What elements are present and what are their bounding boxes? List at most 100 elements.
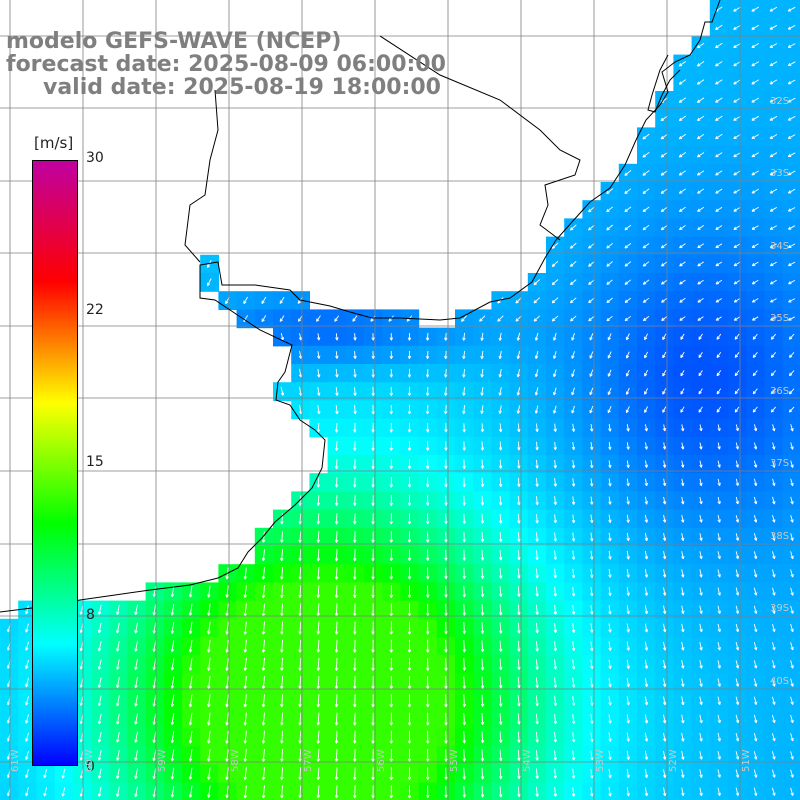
wind-arrow xyxy=(625,369,630,377)
wind-arrow xyxy=(790,551,794,560)
wind-arrow xyxy=(752,316,759,321)
colorbar-unit: [m/s] xyxy=(34,134,74,152)
wind-arrow xyxy=(533,279,541,286)
field-cell xyxy=(782,764,800,784)
wind-arrow xyxy=(626,496,630,505)
wind-arrow xyxy=(751,243,759,249)
wind-arrow xyxy=(772,623,776,633)
wind-arrow xyxy=(697,261,704,267)
wind-arrow xyxy=(498,423,503,433)
wind-arrow xyxy=(534,405,539,414)
wind-arrow xyxy=(662,569,667,578)
wind-arrow xyxy=(535,550,539,561)
wind-arrow xyxy=(715,115,723,121)
wind-arrow xyxy=(772,533,776,541)
wind-arrow xyxy=(298,621,302,635)
wind-arrow xyxy=(426,513,430,525)
wind-arrow xyxy=(407,423,412,433)
field-cell xyxy=(782,418,800,438)
wind-arrow xyxy=(734,388,740,395)
wind-arrow xyxy=(607,369,612,377)
wind-arrow xyxy=(733,152,741,158)
wind-arrow xyxy=(371,368,375,378)
wind-arrow xyxy=(660,170,668,176)
wind-arrow xyxy=(733,115,741,121)
wind-arrow xyxy=(790,623,794,633)
wind-arrow xyxy=(697,206,705,212)
wind-arrow xyxy=(317,351,321,359)
wind-arrow xyxy=(696,97,705,103)
wind-arrow xyxy=(553,550,558,560)
wind-arrow xyxy=(752,352,758,358)
colorbar xyxy=(32,160,78,766)
wind-arrow xyxy=(787,188,796,194)
wind-arrow xyxy=(642,261,650,267)
wind-arrow xyxy=(751,134,759,139)
wind-arrow xyxy=(407,603,412,617)
wind-arrow xyxy=(444,368,448,378)
wind-arrow xyxy=(353,404,357,415)
wind-arrow xyxy=(553,332,557,341)
wind-arrow xyxy=(790,587,794,596)
wind-arrow xyxy=(590,623,594,633)
wind-arrow xyxy=(517,514,521,524)
wind-arrow xyxy=(371,585,375,599)
wind-arrow xyxy=(678,188,686,194)
wind-arrow xyxy=(788,261,796,267)
model-title: modelo GEFS-WAVE (NCEP) xyxy=(6,29,342,54)
wind-arrow xyxy=(644,496,649,505)
wind-arrow xyxy=(717,496,721,505)
wind-arrow xyxy=(606,297,613,304)
wind-arrow xyxy=(606,188,614,195)
wind-arrow xyxy=(353,567,357,580)
wind-arrow xyxy=(589,333,594,341)
wind-arrow xyxy=(334,315,340,322)
wind-arrow xyxy=(517,604,521,616)
wind-arrow xyxy=(243,585,247,598)
wind-arrow xyxy=(625,351,630,359)
wind-arrow xyxy=(225,585,229,598)
wind-arrow xyxy=(316,621,320,635)
wind-arrow xyxy=(280,585,284,599)
wind-arrow xyxy=(389,386,394,396)
wind-arrow xyxy=(790,569,794,578)
wind-arrow xyxy=(735,478,740,486)
wind-arrow xyxy=(787,116,796,121)
wind-arrow xyxy=(407,350,412,360)
wind-arrow xyxy=(462,477,466,488)
wind-arrow xyxy=(407,585,412,598)
wind-arrow xyxy=(517,441,521,451)
wind-arrow xyxy=(679,225,686,231)
wind-arrow xyxy=(553,351,557,359)
wind-arrow xyxy=(535,441,539,451)
wind-arrow xyxy=(407,386,412,396)
wind-arrow xyxy=(662,478,667,487)
wind-arrow xyxy=(699,533,703,541)
wind-arrow xyxy=(426,459,430,470)
wind-arrow xyxy=(499,604,503,616)
wind-arrow xyxy=(588,297,595,304)
wind-arrow xyxy=(407,441,412,451)
wind-arrow xyxy=(571,332,575,341)
wind-arrow xyxy=(626,605,630,615)
wind-arrow xyxy=(753,460,758,468)
wind-arrow xyxy=(353,495,357,506)
wind-arrow xyxy=(626,623,630,633)
wind-arrow xyxy=(462,549,466,561)
colorbar-tick-15: 15 xyxy=(86,454,104,470)
wind-arrow xyxy=(626,424,630,432)
wind-arrow xyxy=(280,603,284,617)
wind-arrow xyxy=(517,586,521,597)
wind-arrow xyxy=(769,225,778,230)
colorbar-tick-22: 22 xyxy=(86,302,104,318)
wind-arrow xyxy=(353,351,357,359)
wind-arrow xyxy=(681,569,685,578)
wind-arrow xyxy=(170,622,175,634)
wind-arrow xyxy=(243,296,248,304)
wind-arrow xyxy=(480,513,485,524)
wind-arrow xyxy=(371,386,375,396)
wind-arrow xyxy=(534,350,539,359)
colorbar-tick-30: 30 xyxy=(86,150,104,166)
wind-arrow xyxy=(298,603,302,617)
wind-arrow xyxy=(553,568,558,579)
